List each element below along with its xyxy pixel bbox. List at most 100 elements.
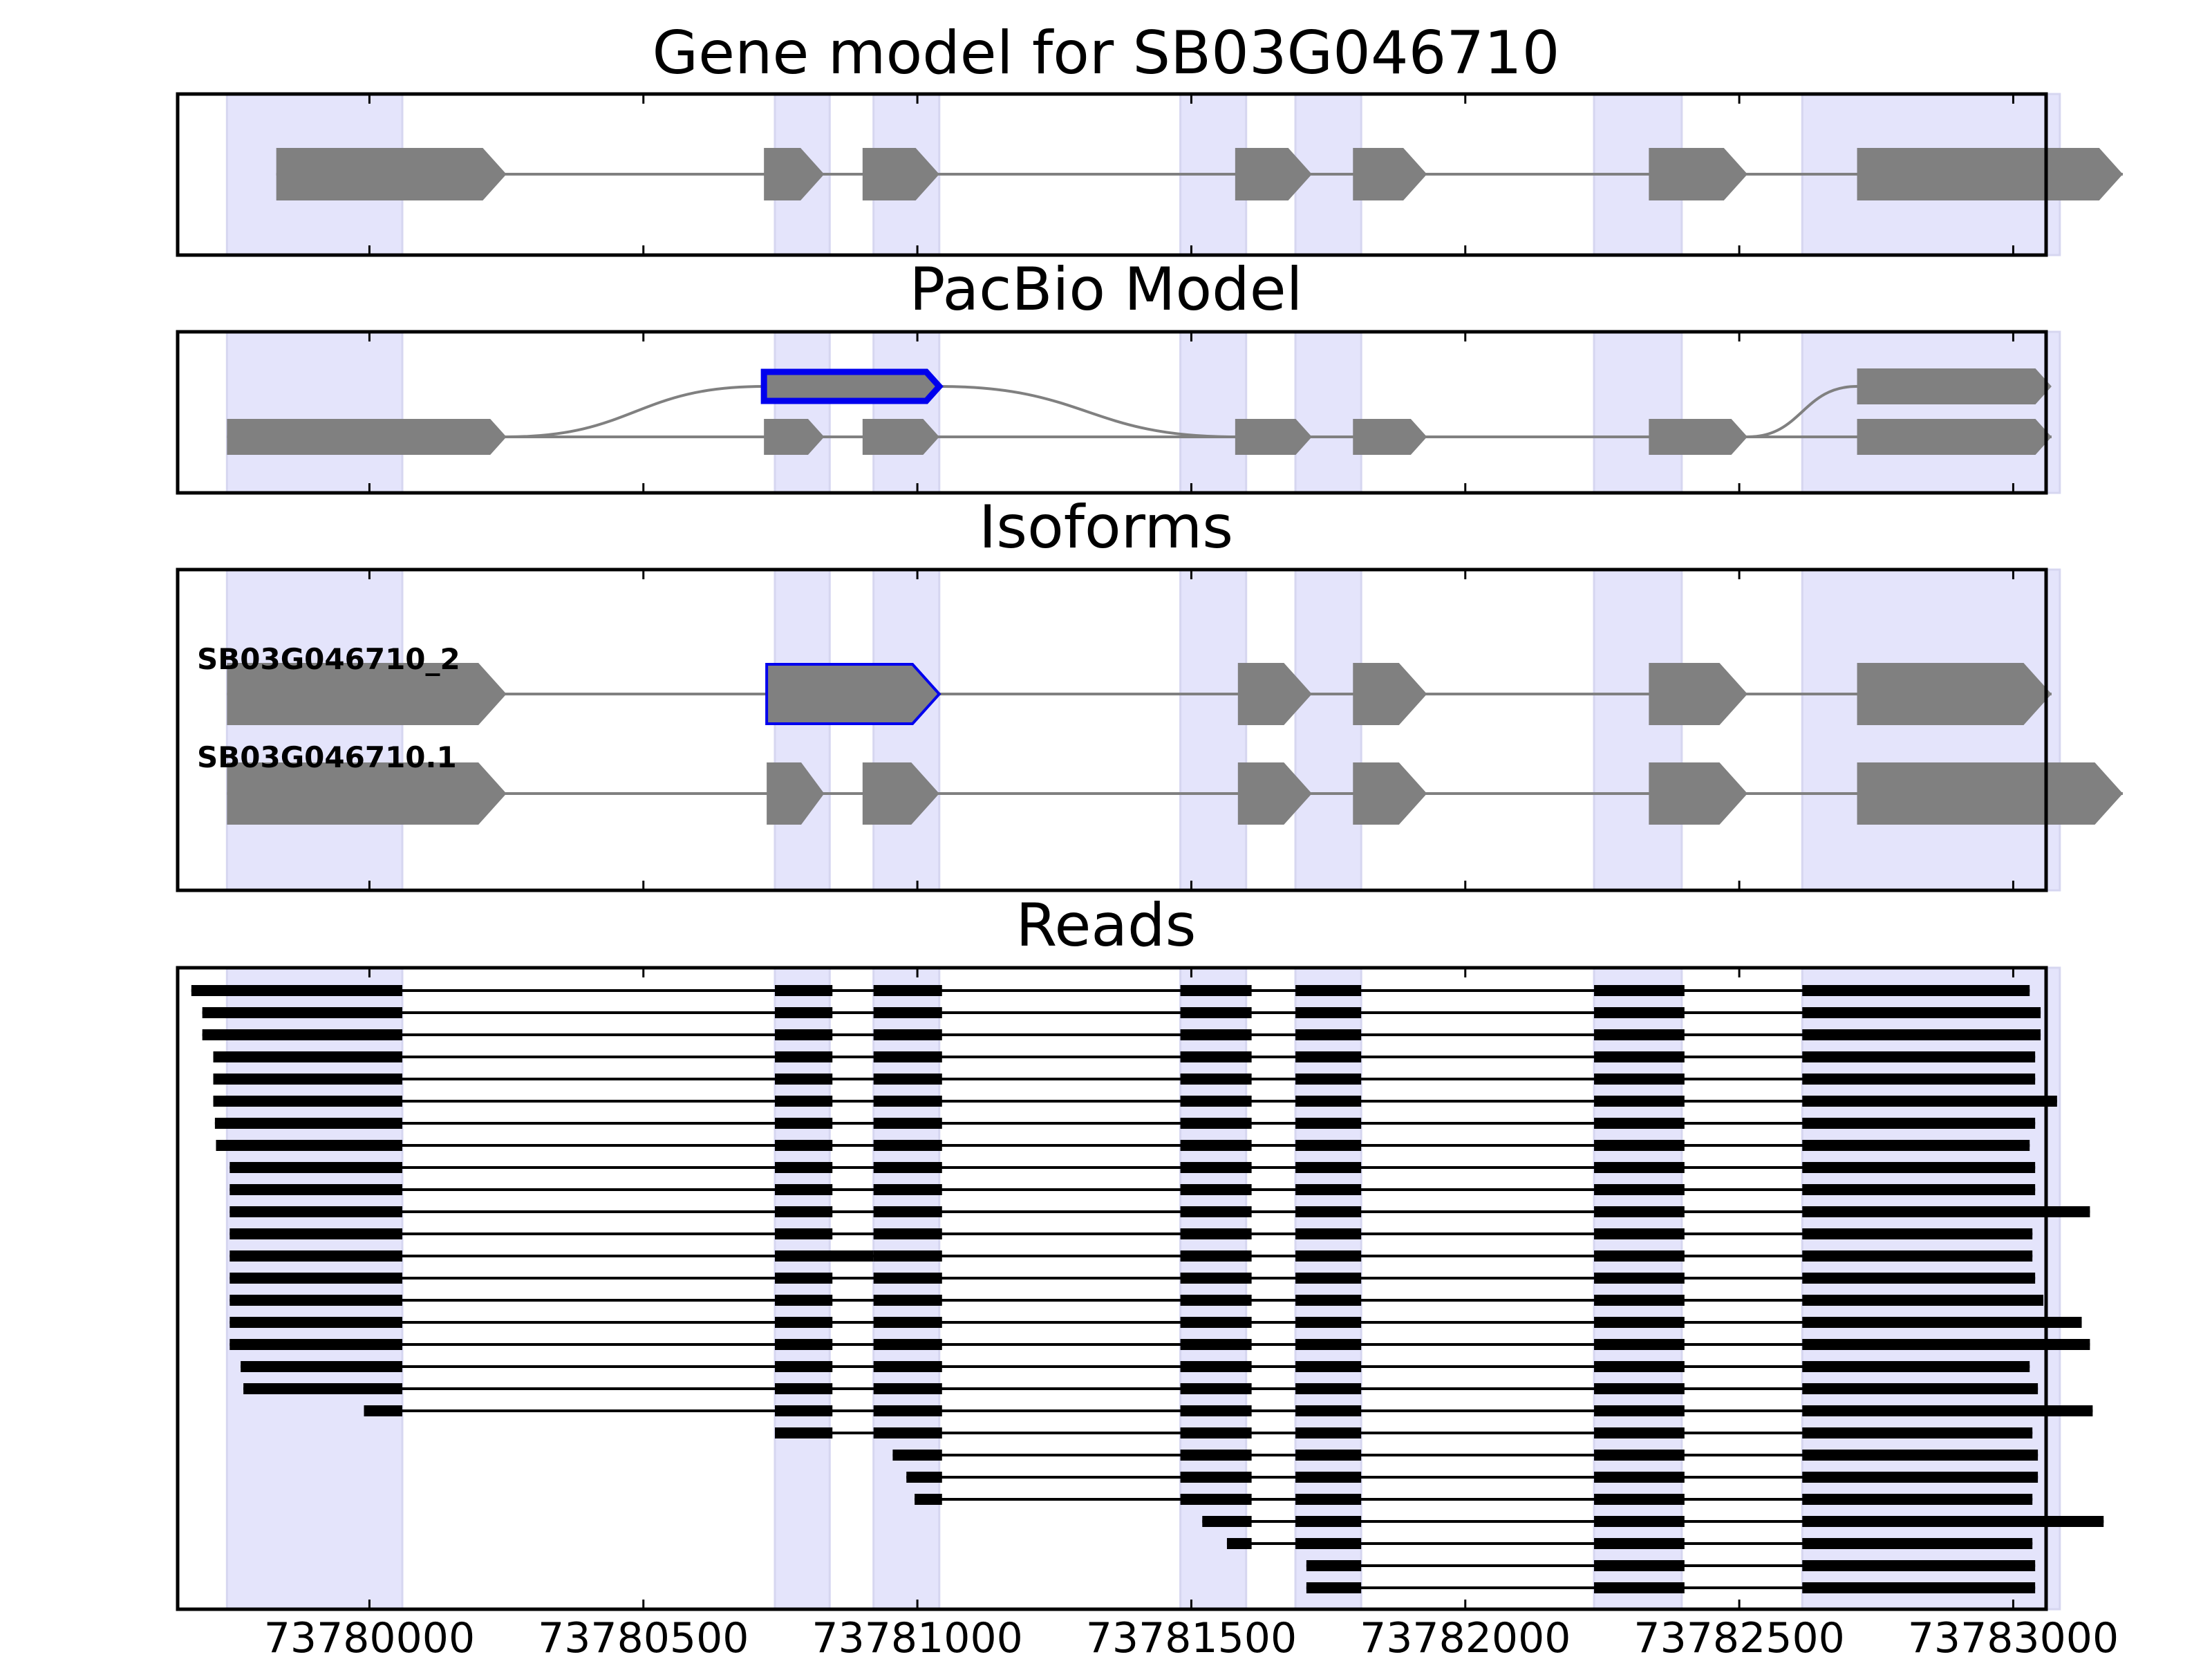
read-block (1295, 1339, 1362, 1350)
read-block (243, 1383, 402, 1394)
exon (1857, 419, 2052, 455)
read-block (1802, 1582, 2036, 1593)
read-block (1295, 1051, 1362, 1062)
read-block (1295, 1295, 1362, 1306)
read-block (1180, 1450, 1252, 1461)
read-block (775, 1029, 833, 1040)
exon (276, 148, 507, 200)
read-block (1180, 1096, 1252, 1107)
shaded-region (225, 568, 404, 892)
shaded-region (774, 966, 831, 1611)
isoforms-shaded-regions (225, 568, 2061, 892)
read-block (1295, 1206, 1362, 1217)
x-tick-label: 73782500 (1633, 1614, 1844, 1659)
shaded-region (1294, 966, 1362, 1611)
exon (862, 148, 939, 200)
splice-arc (506, 385, 765, 438)
read-block (1295, 1007, 1362, 1018)
read-block (1295, 1029, 1362, 1040)
read-block (1594, 1250, 1685, 1262)
read-block (1180, 1383, 1252, 1394)
read-block (1295, 1472, 1362, 1483)
read-block (775, 1405, 833, 1416)
isoforms-panel: Isoforms SB03G046710_2 SB03G046710.1 (176, 493, 2123, 892)
read-block (775, 1427, 833, 1438)
read-block (775, 1295, 833, 1306)
read-block (1802, 1405, 2093, 1416)
read-block (1802, 1206, 2090, 1217)
read-block (775, 1250, 874, 1262)
shaded-region (225, 966, 404, 1611)
read-block (1802, 985, 2030, 996)
read-block (1802, 1273, 2036, 1284)
read-block (775, 1074, 833, 1085)
x-tick-label: 73780500 (538, 1614, 749, 1659)
read-block (873, 1295, 942, 1306)
exon (764, 419, 825, 455)
x-tick-label: 73783000 (1908, 1614, 2119, 1659)
read-block (1594, 1295, 1685, 1306)
read-block (229, 1295, 402, 1306)
read-block (1594, 1051, 1685, 1062)
shaded-region (1294, 330, 1362, 494)
read-block (775, 1339, 833, 1350)
read-block (1594, 1162, 1685, 1173)
read-block (1802, 1450, 2038, 1461)
splice-arc (1747, 385, 1857, 438)
read-block (1295, 1516, 1362, 1527)
read-block (775, 1317, 833, 1328)
read-block (1295, 1228, 1362, 1239)
shaded-region (1593, 966, 1683, 1611)
exon (1649, 762, 1747, 825)
read-block (1295, 1184, 1362, 1195)
read-block (214, 1118, 402, 1129)
x-axis-tick-labels: 73780000 73780500 73781000 73781500 73782000… (264, 1614, 2119, 1659)
read-block (873, 1361, 942, 1372)
read-block (229, 1273, 402, 1284)
read-block (1594, 1405, 1685, 1416)
read-block (1802, 1560, 2036, 1571)
read-block (873, 1405, 942, 1416)
read-block (1295, 1118, 1362, 1129)
read-block (1802, 1118, 2036, 1129)
read-block (873, 1162, 942, 1173)
exon (862, 762, 939, 825)
read-block (1594, 1427, 1685, 1438)
shaded-region (1801, 568, 2061, 892)
x-tick-label: 73781000 (812, 1614, 1022, 1659)
read-block (1594, 1228, 1685, 1239)
read-block (229, 1206, 402, 1217)
read-block (873, 1250, 942, 1262)
pacbio-model-frame (176, 330, 2048, 495)
read-block (1802, 1295, 2044, 1306)
pacbio-model-title: PacBio Model (909, 255, 1302, 324)
read-block (1802, 1029, 2041, 1040)
read-block (229, 1228, 402, 1239)
read-block (1295, 1273, 1362, 1284)
gene-model-title: Gene model for SB03G046710 (653, 19, 1560, 88)
read-block (775, 1096, 833, 1107)
read-block (1802, 1339, 2090, 1350)
exon (227, 663, 507, 725)
read-block (1594, 1140, 1685, 1151)
read-block (1295, 1450, 1362, 1461)
exon (1235, 419, 1312, 455)
reads-panel: Reads 73780000 73780500 73781000 73781500 73… (176, 891, 2119, 1659)
read-block (1180, 1273, 1252, 1284)
read-block (873, 1051, 942, 1062)
read-block (1180, 1140, 1252, 1151)
read-block (1180, 1029, 1252, 1040)
read-block (1594, 1029, 1685, 1040)
read-block (1295, 1074, 1362, 1085)
read-block (915, 1494, 942, 1505)
shaded-region (872, 568, 941, 892)
reads-frame (176, 966, 2048, 1611)
read-block (1802, 1317, 2082, 1328)
read-block (1202, 1516, 1252, 1527)
pacbio-ticks (368, 332, 2014, 493)
isoforms-title: Isoforms (979, 493, 1233, 562)
exon (764, 148, 825, 200)
read-block (873, 1007, 942, 1018)
reads-marks (191, 985, 2104, 1593)
